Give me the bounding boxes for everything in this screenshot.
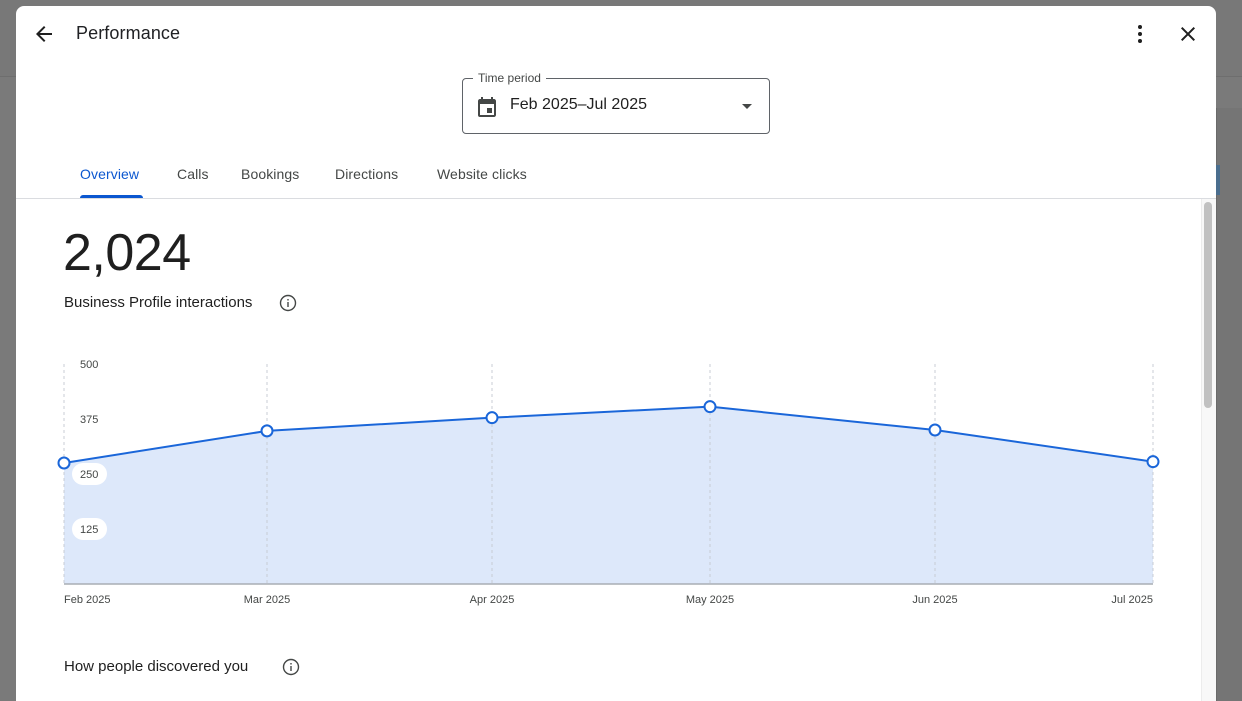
chart-data-point [57,456,71,470]
chart-data-point [1146,455,1160,469]
tab-website-clicks[interactable]: Website clicks [437,166,527,182]
dialog-title: Performance [76,23,181,43]
dialog-header: Performance [16,6,1216,62]
close-icon [1181,27,1195,41]
more-options-button[interactable] [1120,14,1160,54]
chart-ytick-pill [72,408,107,430]
chart-xtick-label: Apr 2025 [470,594,515,606]
info-icon[interactable] [278,293,298,313]
chart-data-point [260,424,274,438]
chart-xtick-label: Feb 2025 [64,594,110,606]
tab-directions[interactable]: Directions [335,166,399,182]
background-page-accent [1216,165,1220,195]
performance-dialog: Performance Time period Feb 2025–Jul 202… [16,6,1216,701]
background-page-panel [1216,108,1242,701]
overview-content: 2,024 Business Profile interactions 125 2… [16,199,1216,701]
chart-ytick-pill [72,463,107,485]
chart-ytick-label: 500 [80,359,98,371]
chart-xtick-label: Mar 2025 [244,594,290,606]
chart-xtick-label: Jul 2025 [1111,594,1153,606]
chart-ytick-label: 250 [80,469,98,481]
dropdown-arrow-icon [742,104,752,109]
chart-data-point [928,423,942,437]
tab-bookings[interactable]: Bookings [241,166,300,182]
chart-xtick-label: May 2025 [686,594,734,606]
scrollbar-thumb[interactable] [1204,202,1212,408]
chart-data-point [703,400,717,414]
total-interactions-value: 2,024 [63,224,191,282]
time-period-value: Feb 2025–Jul 2025 [510,96,647,113]
active-tab-indicator [80,195,143,198]
more-vert-icon [1138,25,1142,43]
chart-ytick-label: 125 [80,524,98,536]
arrow-back-icon [36,26,52,42]
time-period-select[interactable]: Time period Feb 2025–Jul 2025 [462,71,770,134]
chart-ytick-label: 375 [80,414,98,426]
back-button[interactable] [24,14,64,54]
total-interactions-label: Business Profile interactions [64,294,253,311]
tab-bar: Overview Calls Bookings Directions Websi… [16,154,1216,199]
discovery-section-title: How people discovered you [64,658,249,675]
chart-data-point [485,411,499,425]
calendar-icon [478,97,496,117]
chart-area-fill [64,406,1153,584]
chart-series-line [63,405,1154,464]
tab-overview[interactable]: Overview [80,166,140,182]
time-period-label: Time period [473,71,546,85]
tab-calls[interactable]: Calls [177,166,209,182]
chart-ytick-pill [72,518,107,540]
info-icon[interactable] [281,657,301,677]
chart-xtick-label: Jun 2025 [912,594,957,606]
close-button[interactable] [1168,14,1208,54]
interactions-chart: 125 250 375 500 Feb 2025 Mar 2025 Apr 2025 May … [57,359,1160,606]
